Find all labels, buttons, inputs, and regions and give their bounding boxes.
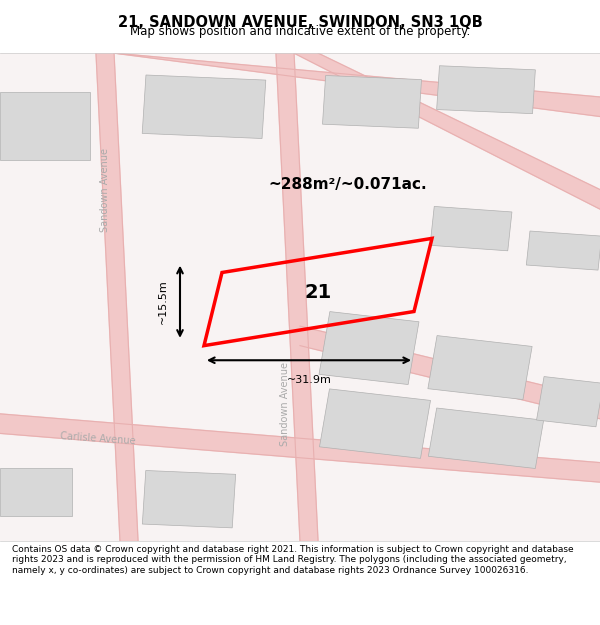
FancyBboxPatch shape — [428, 336, 532, 399]
Polygon shape — [96, 53, 138, 541]
FancyBboxPatch shape — [142, 471, 236, 528]
Text: Carlisle Avenue: Carlisle Avenue — [60, 431, 136, 446]
FancyBboxPatch shape — [142, 75, 266, 139]
FancyBboxPatch shape — [536, 377, 600, 427]
Polygon shape — [114, 53, 600, 116]
FancyBboxPatch shape — [437, 66, 535, 114]
Polygon shape — [0, 414, 600, 482]
Text: Contains OS data © Crown copyright and database right 2021. This information is : Contains OS data © Crown copyright and d… — [12, 545, 574, 574]
Text: 21, SANDOWN AVENUE, SWINDON, SN3 1QB: 21, SANDOWN AVENUE, SWINDON, SN3 1QB — [118, 15, 482, 30]
FancyBboxPatch shape — [322, 76, 422, 128]
Text: ~288m²/~0.071ac.: ~288m²/~0.071ac. — [269, 177, 427, 192]
FancyBboxPatch shape — [0, 92, 90, 161]
Text: 21: 21 — [304, 282, 332, 301]
Polygon shape — [276, 53, 318, 541]
Polygon shape — [294, 53, 600, 209]
FancyBboxPatch shape — [428, 408, 544, 469]
Text: Sandown Avenue: Sandown Avenue — [280, 362, 290, 446]
Text: ~31.9m: ~31.9m — [287, 375, 331, 385]
FancyBboxPatch shape — [526, 231, 600, 270]
FancyBboxPatch shape — [319, 312, 419, 384]
FancyBboxPatch shape — [319, 389, 431, 458]
Text: Map shows position and indicative extent of the property.: Map shows position and indicative extent… — [130, 25, 470, 38]
Polygon shape — [300, 326, 600, 419]
Text: Sandown Avenue: Sandown Avenue — [100, 148, 110, 232]
Text: ~15.5m: ~15.5m — [158, 279, 168, 324]
FancyBboxPatch shape — [0, 468, 72, 516]
FancyBboxPatch shape — [430, 206, 512, 251]
